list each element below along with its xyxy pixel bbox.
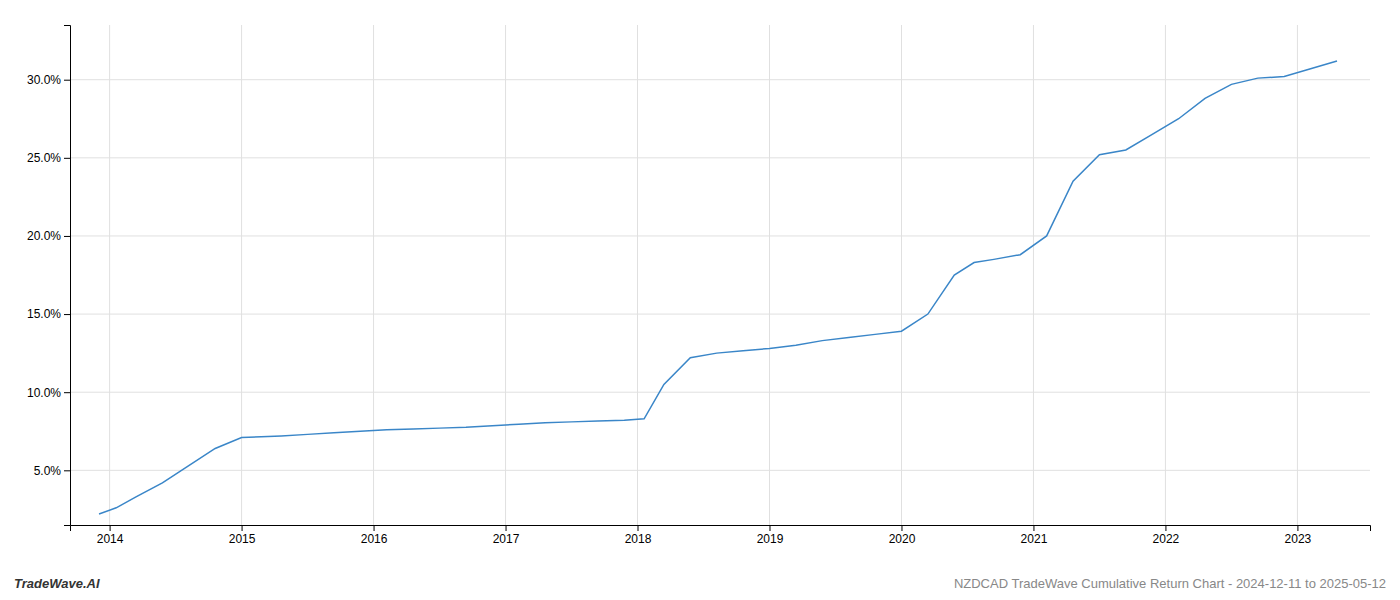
grid-line [637, 25, 638, 525]
tick-mark [242, 525, 243, 531]
tick: 25.0% [27, 151, 70, 165]
tick-mark [506, 525, 507, 531]
tick-mark [64, 392, 70, 393]
tick: 30.0% [27, 73, 70, 87]
grid-line [70, 392, 1370, 393]
tick: 2020 [889, 525, 916, 546]
grid-line [70, 235, 1370, 236]
tick-label: 2018 [625, 532, 652, 546]
y-axis: 5.0% 10.0% 15.0% 20.0% 25.0% 30.0% [27, 26, 71, 526]
data-line [99, 61, 1337, 514]
tick: 2016 [361, 525, 388, 546]
x-axis: 2014 2015 2016 2017 2018 2019 2020 2021 2022 2023 [71, 525, 1371, 546]
tick-label: 20.0% [27, 229, 61, 243]
tick-mark [769, 525, 770, 531]
tick-mark [64, 236, 70, 237]
tick: 20.0% [27, 229, 70, 243]
plot-area: 2014 2015 2016 2017 2018 2019 2020 2021 2022 2023… [27, 25, 1371, 546]
axis-line [71, 526, 1371, 532]
tick-label: 2020 [889, 532, 916, 546]
tick-mark [901, 525, 902, 531]
tick-mark [638, 525, 639, 531]
tick: 2022 [1153, 525, 1180, 546]
grid-line [70, 314, 1370, 315]
grid-line [70, 470, 1370, 471]
tick: 2015 [229, 525, 256, 546]
tick: 2021 [1021, 525, 1048, 546]
tick-mark [64, 158, 70, 159]
annotation: NZDCAD TradeWave Cumulative Return Chart… [954, 576, 1386, 591]
grid-line [1165, 25, 1166, 525]
tick-label: 2017 [493, 532, 520, 546]
tick: 2017 [493, 525, 520, 546]
tick-label: 2016 [361, 532, 388, 546]
tick-mark [1033, 525, 1034, 531]
tick-mark [1165, 525, 1166, 531]
tick-mark [64, 470, 70, 471]
tick-mark [110, 525, 111, 531]
grid-line [901, 25, 902, 525]
tick-label: 2022 [1153, 532, 1180, 546]
tick-mark [374, 525, 375, 531]
grid-line [1297, 25, 1298, 525]
grid-line [373, 25, 374, 525]
grid-line [241, 25, 242, 525]
marks [99, 61, 1337, 514]
grid-line [109, 25, 110, 525]
tick: 5.0% [34, 464, 70, 478]
chart: 2014 2015 2016 2017 2018 2019 2020 2021 2022 2023… [0, 0, 1400, 600]
tick: 2014 [97, 525, 124, 546]
annotation: TradeWave.AI [14, 576, 100, 591]
tick-label: 2019 [757, 532, 784, 546]
tick: 15.0% [27, 307, 70, 321]
tick: 2023 [1285, 525, 1312, 546]
tick: 2018 [625, 525, 652, 546]
tick-label: 10.0% [27, 386, 61, 400]
grid-line [70, 157, 1370, 158]
tick-label: 30.0% [27, 73, 61, 87]
tick-label: 2021 [1021, 532, 1048, 546]
tick-label: 2015 [229, 532, 256, 546]
tick-label: 15.0% [27, 307, 61, 321]
grid [70, 25, 1370, 525]
axis-line [64, 26, 71, 526]
tick: 10.0% [27, 386, 70, 400]
tick-label: 2014 [97, 532, 124, 546]
tick-label: 2023 [1285, 532, 1312, 546]
grid-line [505, 25, 506, 525]
tick-label: 25.0% [27, 151, 61, 165]
tick-label: 5.0% [34, 464, 62, 478]
grid-line [1033, 25, 1034, 525]
grid-line [70, 79, 1370, 80]
tick-mark [64, 80, 70, 81]
grid-line [769, 25, 770, 525]
tick-mark [64, 314, 70, 315]
tick-mark [1297, 525, 1298, 531]
tick: 2019 [757, 525, 784, 546]
